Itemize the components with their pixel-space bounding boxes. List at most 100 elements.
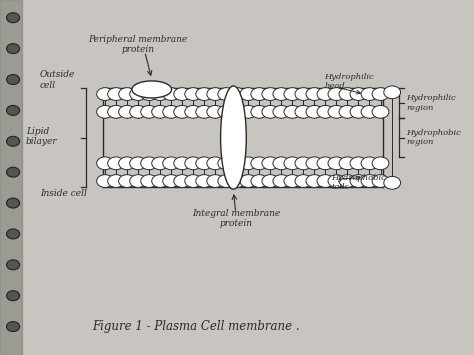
- Circle shape: [295, 175, 312, 187]
- Circle shape: [372, 88, 389, 100]
- Circle shape: [229, 157, 246, 170]
- Circle shape: [295, 157, 312, 170]
- Circle shape: [350, 105, 367, 118]
- Circle shape: [152, 175, 169, 187]
- Circle shape: [317, 175, 334, 187]
- Circle shape: [218, 157, 235, 170]
- Circle shape: [350, 175, 367, 187]
- Circle shape: [207, 105, 224, 118]
- Circle shape: [7, 105, 19, 115]
- Circle shape: [306, 88, 323, 100]
- Circle shape: [174, 105, 191, 118]
- Circle shape: [339, 157, 356, 170]
- Circle shape: [218, 88, 235, 100]
- Circle shape: [174, 175, 191, 187]
- Circle shape: [284, 88, 301, 100]
- Circle shape: [306, 175, 323, 187]
- Circle shape: [185, 157, 201, 170]
- Circle shape: [7, 229, 19, 239]
- Circle shape: [97, 88, 113, 100]
- Circle shape: [7, 322, 19, 332]
- Circle shape: [361, 175, 378, 187]
- Circle shape: [218, 105, 235, 118]
- Circle shape: [262, 175, 279, 187]
- Circle shape: [339, 105, 356, 118]
- Circle shape: [339, 175, 356, 187]
- Circle shape: [328, 88, 345, 100]
- Circle shape: [7, 260, 19, 270]
- Circle shape: [284, 157, 301, 170]
- Bar: [0, 0, 22, 355]
- Circle shape: [251, 105, 268, 118]
- Circle shape: [229, 175, 246, 187]
- Circle shape: [108, 157, 125, 170]
- Circle shape: [7, 44, 19, 54]
- Ellipse shape: [132, 81, 172, 98]
- Circle shape: [185, 105, 201, 118]
- Circle shape: [306, 105, 323, 118]
- Circle shape: [328, 105, 345, 118]
- Circle shape: [361, 157, 378, 170]
- Circle shape: [7, 198, 19, 208]
- Circle shape: [7, 136, 19, 146]
- Circle shape: [118, 88, 136, 100]
- Circle shape: [328, 157, 345, 170]
- Text: Hydrophobic
region: Hydrophobic region: [406, 129, 461, 146]
- Circle shape: [7, 13, 19, 23]
- Circle shape: [240, 157, 257, 170]
- Circle shape: [328, 175, 345, 187]
- Circle shape: [7, 75, 19, 84]
- Text: Hydrophilic
head: Hydrophilic head: [325, 73, 374, 90]
- Circle shape: [141, 105, 157, 118]
- Circle shape: [163, 88, 180, 100]
- Circle shape: [240, 105, 257, 118]
- Circle shape: [207, 88, 224, 100]
- Text: Figure 1 - Plasma Cell membrane .: Figure 1 - Plasma Cell membrane .: [92, 320, 300, 333]
- Circle shape: [229, 88, 246, 100]
- Circle shape: [273, 105, 290, 118]
- Circle shape: [384, 86, 401, 99]
- Circle shape: [273, 88, 290, 100]
- Circle shape: [262, 105, 279, 118]
- Circle shape: [97, 175, 113, 187]
- Text: Integral membrane
protein: Integral membrane protein: [191, 209, 280, 228]
- Circle shape: [97, 105, 113, 118]
- Circle shape: [141, 175, 157, 187]
- Circle shape: [196, 157, 213, 170]
- Circle shape: [130, 105, 146, 118]
- Circle shape: [207, 175, 224, 187]
- Circle shape: [317, 105, 334, 118]
- Circle shape: [108, 88, 125, 100]
- Circle shape: [262, 157, 279, 170]
- Circle shape: [295, 88, 312, 100]
- Circle shape: [372, 157, 389, 170]
- Text: Lipid
bilayer: Lipid bilayer: [26, 127, 57, 146]
- Circle shape: [350, 157, 367, 170]
- Circle shape: [372, 105, 389, 118]
- Circle shape: [118, 157, 136, 170]
- Circle shape: [196, 175, 213, 187]
- Circle shape: [306, 157, 323, 170]
- Circle shape: [350, 88, 367, 100]
- Circle shape: [163, 175, 180, 187]
- Circle shape: [262, 88, 279, 100]
- Circle shape: [118, 105, 136, 118]
- Circle shape: [361, 88, 378, 100]
- Text: Inside cell: Inside cell: [40, 189, 87, 198]
- Circle shape: [207, 157, 224, 170]
- Circle shape: [130, 88, 146, 100]
- Circle shape: [196, 105, 213, 118]
- Circle shape: [361, 105, 378, 118]
- Circle shape: [97, 157, 113, 170]
- Circle shape: [7, 167, 19, 177]
- Text: Peripheral membrane
protein: Peripheral membrane protein: [88, 35, 187, 54]
- Circle shape: [317, 157, 334, 170]
- Circle shape: [163, 105, 180, 118]
- Circle shape: [384, 176, 401, 189]
- Text: Hydrophobic
tails: Hydrophobic tails: [331, 174, 386, 191]
- Text: Hydrophilic
region: Hydrophilic region: [406, 94, 456, 111]
- Circle shape: [295, 105, 312, 118]
- Circle shape: [174, 88, 191, 100]
- Circle shape: [174, 157, 191, 170]
- Circle shape: [141, 88, 157, 100]
